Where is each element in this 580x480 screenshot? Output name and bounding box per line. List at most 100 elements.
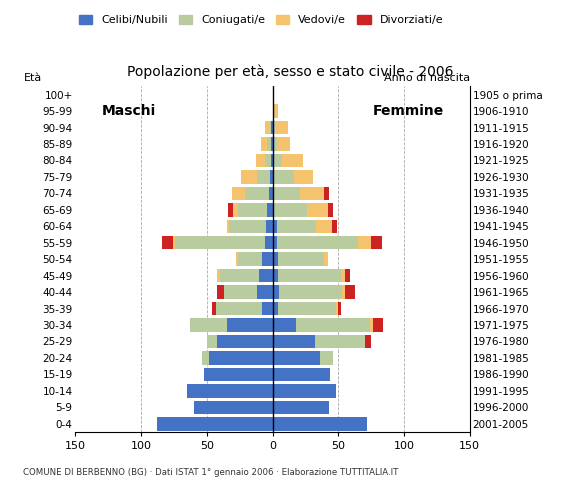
Bar <box>273 286 279 299</box>
Bar <box>273 384 336 397</box>
Bar <box>274 121 276 134</box>
Bar <box>273 269 278 282</box>
Bar <box>278 269 341 282</box>
Bar <box>273 104 278 118</box>
Bar <box>316 219 332 233</box>
Bar <box>228 203 233 216</box>
Bar <box>218 286 224 299</box>
Bar <box>269 187 273 200</box>
Bar <box>273 252 278 266</box>
Bar <box>278 252 324 266</box>
Bar <box>274 137 277 151</box>
Bar <box>273 203 274 216</box>
Bar <box>274 203 307 216</box>
Bar <box>342 286 345 299</box>
Bar <box>233 203 238 216</box>
Legend: Celibi/Nubili, Coniugati/e, Vedovi/e, Divorziati/e: Celibi/Nubili, Coniugati/e, Vedovi/e, Di… <box>74 11 448 30</box>
Bar <box>279 286 342 299</box>
Bar <box>267 203 273 216</box>
Bar <box>345 286 356 299</box>
Bar <box>271 121 273 134</box>
Bar <box>293 170 313 184</box>
Bar <box>273 302 278 315</box>
Bar <box>190 318 227 332</box>
Bar <box>257 170 270 184</box>
Bar <box>278 302 336 315</box>
Bar <box>273 368 331 381</box>
Bar <box>266 219 273 233</box>
Bar <box>209 351 273 365</box>
Bar <box>227 318 273 332</box>
Bar <box>273 417 367 431</box>
Bar <box>277 219 316 233</box>
Bar <box>274 154 282 167</box>
Bar <box>267 137 271 151</box>
Bar <box>227 219 229 233</box>
Bar <box>202 351 209 365</box>
Bar <box>332 219 337 233</box>
Bar <box>162 236 173 250</box>
Text: COMUNE DI BERBENNO (BG) · Dati ISTAT 1° gennaio 2006 · Elaborazione TUTTITALIA.I: COMUNE DI BERBENNO (BG) · Dati ISTAT 1° … <box>23 468 398 477</box>
Bar <box>341 269 345 282</box>
Bar <box>256 154 264 167</box>
Bar <box>259 269 273 282</box>
Bar <box>273 219 277 233</box>
Text: Maschi: Maschi <box>102 104 156 118</box>
Bar <box>273 170 274 184</box>
Bar <box>220 269 259 282</box>
Bar <box>270 121 271 134</box>
Bar <box>324 252 328 266</box>
Bar <box>296 318 370 332</box>
Bar <box>245 187 269 200</box>
Bar <box>238 252 262 266</box>
Bar <box>277 236 358 250</box>
Bar <box>224 286 257 299</box>
Bar <box>204 368 273 381</box>
Bar <box>218 269 220 282</box>
Bar <box>307 203 328 216</box>
Text: Femmine: Femmine <box>372 104 444 118</box>
Bar <box>273 335 315 348</box>
Bar <box>271 154 273 167</box>
Bar <box>282 154 303 167</box>
Bar <box>324 187 329 200</box>
Bar <box>274 187 300 200</box>
Bar <box>173 236 175 250</box>
Bar <box>328 203 333 216</box>
Bar <box>372 318 383 332</box>
Bar <box>336 302 338 315</box>
Bar <box>264 121 270 134</box>
Bar <box>212 302 216 315</box>
Bar <box>270 170 273 184</box>
Bar <box>261 137 267 151</box>
Bar <box>236 252 238 266</box>
Text: Anno di nascita: Anno di nascita <box>384 73 470 83</box>
Bar <box>371 236 382 250</box>
Bar <box>157 417 273 431</box>
Bar <box>175 236 264 250</box>
Bar <box>238 203 267 216</box>
Bar <box>262 302 273 315</box>
Bar <box>207 335 218 348</box>
Bar <box>273 137 274 151</box>
Bar <box>271 137 273 151</box>
Bar <box>264 154 271 167</box>
Bar <box>241 170 257 184</box>
Bar <box>232 187 245 200</box>
Bar <box>257 286 273 299</box>
Bar <box>315 335 365 348</box>
Bar <box>365 335 371 348</box>
Bar <box>273 121 274 134</box>
Bar <box>320 351 333 365</box>
Bar <box>338 302 341 315</box>
Bar <box>273 187 274 200</box>
Bar <box>194 401 273 414</box>
Bar <box>229 219 266 233</box>
Bar <box>273 351 320 365</box>
Bar <box>187 384 273 397</box>
Text: Età: Età <box>24 73 42 83</box>
Bar <box>277 137 289 151</box>
Bar <box>262 252 273 266</box>
Bar <box>274 170 293 184</box>
Bar <box>273 318 296 332</box>
